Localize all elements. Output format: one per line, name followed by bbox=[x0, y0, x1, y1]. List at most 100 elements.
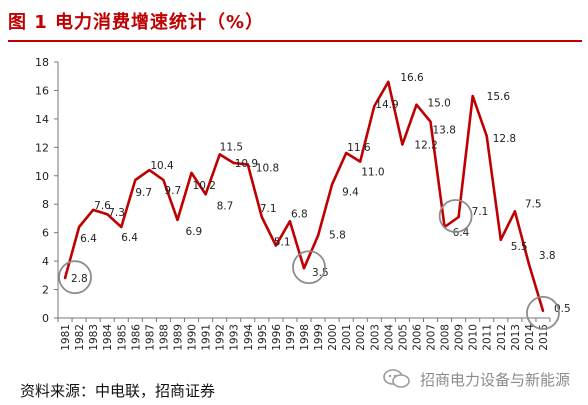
y-tick-label: 6 bbox=[42, 227, 49, 240]
chart-title: 图 1 电力消费增速统计（%） bbox=[8, 12, 265, 33]
data-point bbox=[190, 171, 193, 175]
watermark: 招商电力设备与新能源 bbox=[382, 368, 570, 390]
x-tick-label: 2012 bbox=[496, 324, 508, 351]
data-point bbox=[429, 120, 432, 123]
data-label: 16.6 bbox=[400, 72, 424, 84]
data-label: 10.2 bbox=[193, 180, 216, 192]
data-label: 14.9 bbox=[375, 99, 398, 111]
x-tick-label: 1993 bbox=[229, 324, 241, 351]
data-point bbox=[204, 193, 207, 196]
data-label: 10.9 bbox=[235, 158, 258, 170]
source-note: 资料来源：中电联，招商证券 bbox=[20, 382, 216, 400]
data-label: 12.8 bbox=[493, 133, 516, 145]
data-label: 15.0 bbox=[427, 98, 450, 110]
x-tick-label: 2001 bbox=[341, 324, 353, 351]
y-tick-label: 4 bbox=[42, 255, 49, 268]
x-tick-label: 2004 bbox=[383, 324, 395, 351]
watermark-text: 招商电力设备与新能源 bbox=[419, 370, 570, 389]
data-point bbox=[485, 134, 488, 138]
x-tick-label: 2000 bbox=[327, 324, 339, 351]
data-point bbox=[302, 267, 306, 270]
highlight-circle bbox=[526, 295, 560, 330]
y-tick-label: 12 bbox=[35, 141, 49, 154]
data-label: 6.8 bbox=[291, 208, 308, 220]
x-tick-label: 1992 bbox=[215, 324, 227, 351]
x-tick-label: 1997 bbox=[285, 324, 297, 351]
data-point bbox=[373, 104, 376, 108]
x-tick-label: 2014 bbox=[524, 324, 536, 351]
x-tick-label: 2015 bbox=[538, 324, 550, 351]
x-tick-label: 1982 bbox=[74, 324, 86, 351]
data-point bbox=[260, 215, 264, 219]
data-point bbox=[176, 218, 179, 222]
data-label: 9.7 bbox=[135, 187, 152, 199]
data-label: 7.3 bbox=[108, 207, 125, 219]
data-label: 9.4 bbox=[342, 186, 359, 198]
data-point bbox=[274, 244, 278, 247]
data-point bbox=[288, 220, 292, 223]
y-tick-label: 18 bbox=[35, 56, 49, 69]
data-label: 10.4 bbox=[150, 160, 174, 172]
data-point bbox=[541, 309, 545, 313]
data-point bbox=[513, 210, 517, 213]
x-tick-label: 2013 bbox=[510, 324, 522, 351]
data-point bbox=[527, 262, 531, 266]
x-tick-label: 1989 bbox=[172, 324, 184, 351]
data-point bbox=[148, 168, 151, 172]
data-label: 13.8 bbox=[433, 125, 456, 137]
data-point bbox=[344, 151, 348, 155]
highlight-circle bbox=[292, 250, 326, 285]
wechat-icon bbox=[383, 369, 410, 388]
x-tick-label: 1983 bbox=[88, 324, 100, 351]
y-tick-label: 14 bbox=[35, 113, 49, 126]
title-divider bbox=[8, 40, 582, 42]
data-point bbox=[120, 225, 123, 229]
data-point bbox=[471, 94, 474, 98]
x-tick-label: 1996 bbox=[271, 324, 283, 351]
data-point bbox=[91, 208, 95, 212]
x-tick-label: 1999 bbox=[313, 324, 325, 351]
data-point bbox=[387, 80, 390, 84]
x-tick-label: 1988 bbox=[158, 324, 170, 351]
highlight-circle bbox=[58, 260, 92, 295]
data-point bbox=[457, 215, 460, 219]
data-label: 7.5 bbox=[525, 198, 542, 210]
data-label: 2.8 bbox=[71, 273, 88, 285]
data-point bbox=[162, 178, 165, 182]
x-tick-label: 2006 bbox=[411, 324, 423, 351]
data-point bbox=[134, 178, 137, 182]
data-point bbox=[330, 183, 334, 186]
data-label: 3.8 bbox=[539, 250, 556, 262]
data-label: 5.5 bbox=[511, 241, 528, 253]
x-tick-label: 2011 bbox=[482, 324, 494, 351]
x-tick-label: 2009 bbox=[454, 324, 466, 351]
data-label: 11.6 bbox=[347, 142, 371, 154]
data-label: 5.8 bbox=[329, 230, 346, 242]
x-tick-label: 1987 bbox=[144, 324, 156, 351]
x-tick-label: 2002 bbox=[355, 324, 367, 351]
data-point bbox=[415, 103, 418, 106]
data-point bbox=[63, 276, 67, 280]
data-label: 6.4 bbox=[80, 233, 97, 245]
data-point bbox=[401, 143, 404, 146]
data-label: 9.7 bbox=[164, 185, 181, 197]
x-tick-label: 1986 bbox=[130, 324, 142, 351]
x-tick-label: 1981 bbox=[60, 324, 72, 351]
data-label: 8.7 bbox=[217, 200, 234, 212]
y-tick-label: 16 bbox=[35, 84, 49, 97]
x-tick-label: 2005 bbox=[397, 324, 409, 351]
data-label: 11.5 bbox=[220, 141, 243, 153]
x-tick-label: 1984 bbox=[102, 324, 114, 351]
data-point bbox=[218, 153, 221, 156]
data-label: 15.6 bbox=[487, 91, 511, 103]
x-tick-label: 1995 bbox=[257, 324, 269, 351]
data-label: 5.1 bbox=[274, 236, 291, 248]
x-tick-label: 2008 bbox=[440, 324, 452, 351]
data-label: 6.9 bbox=[185, 226, 202, 238]
y-tick-label: 10 bbox=[35, 170, 49, 183]
data-point bbox=[316, 234, 320, 237]
y-tick-label: 8 bbox=[42, 198, 49, 211]
data-label: 7.1 bbox=[472, 206, 489, 218]
data-point bbox=[232, 161, 235, 165]
